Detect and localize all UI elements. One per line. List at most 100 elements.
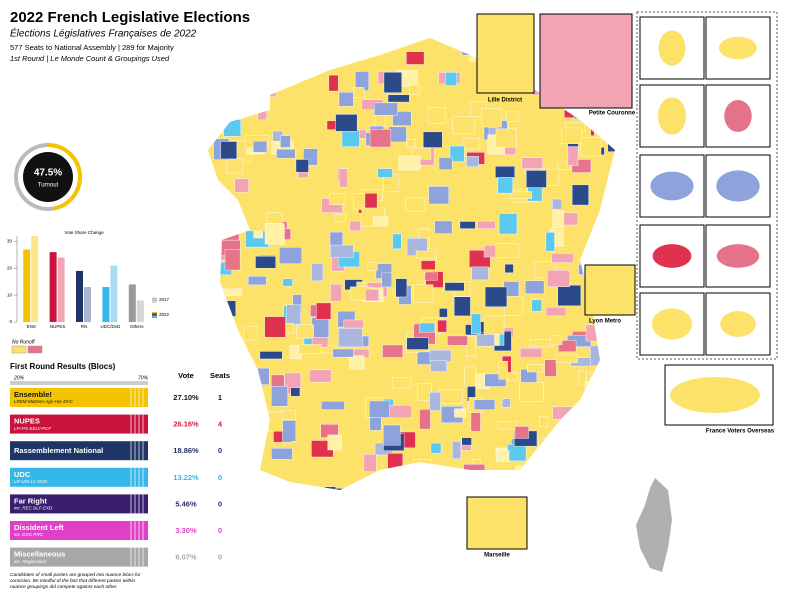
map-region (544, 489, 563, 490)
map-region (429, 349, 452, 362)
legend-swatch (152, 297, 157, 299)
map-region (296, 324, 314, 339)
map-region (555, 354, 578, 363)
map-region (389, 405, 412, 419)
map-region (567, 146, 579, 166)
map-region (600, 359, 615, 379)
map-region (437, 319, 447, 333)
map-region (592, 392, 614, 406)
map-region (298, 344, 322, 355)
map-region (269, 493, 288, 504)
map-region (495, 450, 510, 463)
map-region (214, 300, 237, 317)
map-region (618, 408, 629, 429)
map-region (495, 128, 517, 148)
map-region (590, 126, 610, 136)
map-region (318, 53, 340, 68)
map-region (208, 313, 233, 324)
map-region (338, 328, 363, 348)
map-region (251, 411, 271, 426)
bloc-stripe (138, 441, 140, 461)
scale-label: 20% (13, 375, 25, 381)
map-region (335, 114, 358, 132)
map-region (398, 155, 421, 171)
map-region (382, 424, 401, 446)
map-region (271, 448, 293, 460)
bloc-stripe (138, 521, 140, 540)
bloc-sub: inc. REC DLF-EXD (14, 506, 53, 511)
bar (23, 249, 31, 322)
map-region (531, 299, 542, 312)
bloc-stripe (130, 467, 132, 487)
map-region (505, 474, 523, 490)
map-region (224, 249, 241, 271)
map-region (471, 266, 489, 281)
map-region (221, 232, 240, 241)
footnote: Candidates of small parties are grouped … (10, 572, 141, 590)
y-tick-label: 10 (7, 292, 13, 297)
map-region (369, 417, 382, 431)
map-region (219, 340, 229, 355)
overseas-shape (716, 170, 760, 202)
bloc-stripe (130, 388, 132, 407)
map-region (417, 471, 438, 490)
inset-lyon (584, 264, 636, 316)
map-region (557, 284, 582, 307)
map-region (338, 92, 354, 107)
bar (110, 265, 118, 322)
no-runoff-swatch (11, 345, 27, 354)
title: 2022 French Legislative Elections (10, 9, 250, 26)
results-title: First Round Results (Blocs) (10, 362, 116, 371)
map-region (208, 318, 218, 337)
map-region (220, 141, 238, 160)
map-region (607, 202, 615, 217)
map-region (519, 382, 544, 402)
bloc-stripe (130, 441, 132, 461)
map-region (452, 116, 476, 134)
bloc-stripe (142, 547, 144, 567)
map-region (502, 398, 511, 408)
inset-label: Petite Couronne (589, 111, 636, 117)
info-line: 1st Round | Le Monde Count & Groupings U… (10, 54, 170, 63)
map-region (208, 38, 222, 47)
map-region (321, 401, 345, 410)
map-region (271, 386, 288, 407)
map-region (620, 237, 636, 257)
map-region (550, 455, 574, 473)
map-region (471, 313, 481, 335)
map-region (580, 137, 602, 157)
overseas-shape (657, 97, 687, 135)
bloc-stripe (142, 388, 144, 407)
map-region (387, 453, 404, 471)
map-region (559, 434, 583, 448)
map-region (315, 302, 332, 320)
map-region (353, 193, 366, 210)
map-region (565, 422, 585, 432)
map-region (395, 278, 408, 298)
bloc-name: Rassemblement National (14, 446, 103, 455)
bar (31, 236, 39, 322)
turnout-caption: Turnout (38, 183, 59, 189)
map-region (276, 148, 296, 159)
y-tick-label: 30 (7, 239, 13, 244)
bloc-vote: 3.30% (175, 526, 197, 535)
map-region (462, 138, 481, 150)
bloc-bar (10, 441, 148, 461)
map-region (420, 260, 436, 270)
x-tick-label: RN (81, 324, 88, 329)
map-region (477, 220, 496, 230)
bloc-stripe (142, 521, 144, 540)
overseas-shape (651, 308, 693, 340)
bloc-seats: 0 (218, 526, 222, 535)
bloc-bar (10, 521, 148, 540)
map-region (327, 493, 336, 501)
map-region (228, 381, 243, 399)
bar (84, 287, 91, 322)
bloc-seats: 0 (218, 553, 222, 562)
map-region (253, 230, 264, 239)
legend-swatch (152, 314, 157, 316)
map-region (607, 131, 615, 152)
map-region (332, 348, 354, 358)
map-region (514, 426, 529, 439)
